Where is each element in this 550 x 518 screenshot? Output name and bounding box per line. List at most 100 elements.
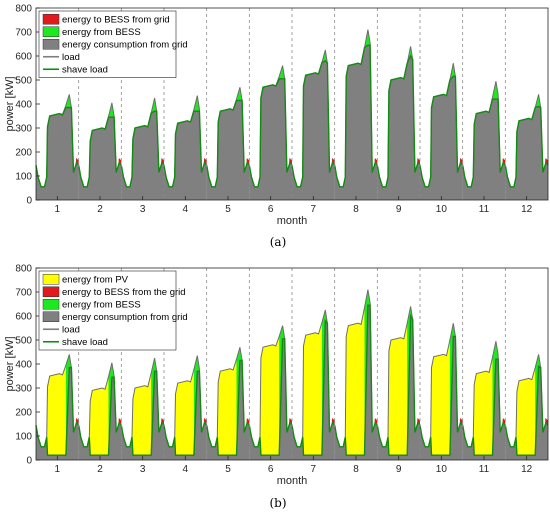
x-tick-label: 4 <box>183 204 189 215</box>
shave-load-line <box>163 370 208 456</box>
panel-a-lines <box>35 29 549 188</box>
shave-load-line <box>35 106 80 188</box>
y-tick-label: 600 <box>15 312 32 323</box>
panel-a-caption: (a) <box>270 235 287 249</box>
x-tick-label: 5 <box>225 464 231 475</box>
x-tick-label: 3 <box>140 464 146 475</box>
y-tick-label: 100 <box>15 432 32 443</box>
pv-area <box>132 373 152 456</box>
x-tick-label: 11 <box>479 204 490 215</box>
grid-consumption-area <box>420 336 463 460</box>
legend-swatch <box>42 286 60 297</box>
pv-area <box>217 359 237 456</box>
x-tick-label: 10 <box>436 464 448 475</box>
grid-consumption-area <box>334 305 378 460</box>
pv-area <box>260 336 280 456</box>
legend-label: energy from PV <box>62 275 129 286</box>
pv-area <box>89 376 109 456</box>
shave-load-line <box>462 358 506 456</box>
shave-load-line <box>163 110 208 188</box>
y-tick-label: 500 <box>15 76 32 87</box>
x-tick-label: 3 <box>140 204 146 215</box>
x-tick-label: 4 <box>183 464 189 475</box>
shave-load-line <box>419 335 464 456</box>
shave-load-line <box>206 359 250 456</box>
pv-area <box>388 323 408 456</box>
legend-label: energy from BESS <box>62 27 141 38</box>
legend-swatch <box>42 39 60 50</box>
legend-label: energy to BESS from grid <box>62 15 170 26</box>
y-tick-label: 0 <box>26 196 32 207</box>
grid-consumption-area <box>36 367 79 460</box>
shave-load-line <box>504 105 549 188</box>
x-tick-label: 8 <box>353 464 359 475</box>
y-tick-label: 500 <box>15 336 32 347</box>
panel-a-ylabel: power [kW] <box>4 76 16 131</box>
y-tick-label: 200 <box>15 148 32 159</box>
shave-load-line <box>120 370 165 456</box>
pv-area <box>46 365 66 456</box>
legend-label: energy to BESS from the grid <box>62 287 186 298</box>
shave-load-line <box>419 75 464 188</box>
shave-load-line <box>504 365 549 456</box>
y-tick-label: 300 <box>15 124 32 135</box>
legend-label: energy consumption from grid <box>62 40 188 51</box>
shave-load-line <box>78 116 122 188</box>
y-tick-label: 400 <box>15 100 32 111</box>
pv-area <box>174 369 194 456</box>
grid-consumption-area <box>462 359 506 460</box>
shave-load-line <box>248 338 293 456</box>
legend-label: energy consumption from grid <box>62 312 188 323</box>
panel-b-ylabel: power [kW] <box>4 336 16 391</box>
y-tick-label: 700 <box>15 28 32 39</box>
y-tick-label: 300 <box>15 384 32 395</box>
panel-b-y-ticks: 0 100 200 300 400 500 600 700 800 <box>15 264 40 467</box>
shave-load-line <box>334 304 378 456</box>
legend-label: shave load <box>62 65 108 76</box>
legend-swatch <box>42 26 60 37</box>
shave-load-line <box>334 44 378 188</box>
x-tick-label: 2 <box>97 464 103 475</box>
x-tick-label: 10 <box>436 204 448 215</box>
pv-area <box>516 367 536 456</box>
x-tick-label: 2 <box>97 204 103 215</box>
x-tick-label: 1 <box>55 204 61 215</box>
shave-load-line <box>206 99 250 188</box>
shave-load-line <box>291 59 336 188</box>
x-tick-label: 5 <box>225 204 231 215</box>
x-tick-label: 11 <box>479 464 490 475</box>
shave-load-line <box>120 110 165 188</box>
panel-a-x-ticks: 1 2 3 4 5 6 7 8 9 10 11 12 <box>55 196 533 215</box>
grid-consumption-area <box>249 78 292 200</box>
pv-area <box>473 357 493 456</box>
panel-a-y-ticks: 0 100 200 300 400 500 600 700 800 <box>15 4 40 207</box>
legend-swatch <box>42 14 60 25</box>
grid-consumption-area <box>377 56 420 200</box>
y-tick-label: 0 <box>26 456 32 467</box>
grid-consumption-area <box>505 366 548 460</box>
x-tick-label: 1 <box>55 464 61 475</box>
shave-load-line <box>291 318 336 456</box>
legend-box <box>38 10 177 78</box>
grid-consumption-area <box>249 338 292 460</box>
x-tick-label: 7 <box>311 204 317 215</box>
legend-swatch <box>42 311 60 322</box>
shave-load-line <box>376 313 421 456</box>
panel-b-caption: (b) <box>269 496 286 510</box>
pv-area <box>302 322 322 456</box>
y-tick-label: 400 <box>15 360 32 371</box>
grid-consumption-area <box>334 45 378 201</box>
grid-consumption-area <box>377 316 420 460</box>
legend-swatch <box>42 274 60 285</box>
x-tick-label: 7 <box>311 464 317 475</box>
grid-consumption-area <box>206 360 250 460</box>
panel-a-xlabel: month <box>277 215 308 227</box>
pv-area <box>430 340 450 456</box>
grid-consumption-area <box>292 320 335 460</box>
y-tick-label: 100 <box>15 172 32 183</box>
x-tick-label: 9 <box>396 464 402 475</box>
x-tick-label: 6 <box>268 204 274 215</box>
y-tick-label: 600 <box>15 52 32 63</box>
